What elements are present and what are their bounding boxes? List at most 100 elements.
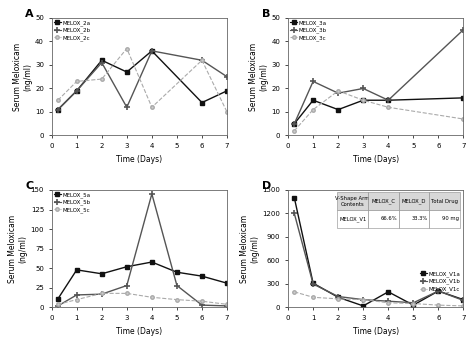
MELOX_3c xyxy=(461,117,466,121)
MELOX_3b xyxy=(360,86,366,90)
MELOX_2c xyxy=(149,105,155,109)
MELOX_5b xyxy=(149,192,155,196)
Line: MELOX_3c: MELOX_3c xyxy=(292,89,465,132)
MELOX_V1a xyxy=(410,303,416,307)
Text: D: D xyxy=(262,181,271,191)
MELOX_2c xyxy=(224,110,230,114)
MELOX_2b xyxy=(149,49,155,53)
MELOX_V1c xyxy=(335,297,341,301)
MELOX_V1a xyxy=(385,290,391,294)
Legend: MELOX_V1a, MELOX_V1b, MELOX_V1c: MELOX_V1a, MELOX_V1b, MELOX_V1c xyxy=(419,270,461,293)
MELOX_V1b xyxy=(410,301,416,305)
MELOX_5b xyxy=(55,304,61,308)
MELOX_5b xyxy=(74,293,80,297)
Legend: MELOX_3a, MELOX_3b, MELOX_3c: MELOX_3a, MELOX_3b, MELOX_3c xyxy=(290,20,327,41)
MELOX_2c xyxy=(55,98,61,102)
Line: MELOX_5a: MELOX_5a xyxy=(56,260,229,301)
X-axis label: Time (Days): Time (Days) xyxy=(353,327,399,336)
MELOX_2a xyxy=(149,49,155,53)
MELOX_3b xyxy=(385,98,391,102)
MELOX_V1c xyxy=(310,295,316,299)
MELOX_2c xyxy=(99,77,105,81)
Y-axis label: Serum Meloxicam
(ng/ml): Serum Meloxicam (ng/ml) xyxy=(13,43,32,111)
MELOX_3b xyxy=(292,122,297,126)
MELOX_V1a xyxy=(335,295,341,299)
MELOX_3b xyxy=(335,91,341,95)
MELOX_3c xyxy=(292,129,297,133)
Y-axis label: Serum Meloxicam
(ng/ml): Serum Meloxicam (ng/ml) xyxy=(240,215,260,283)
MELOX_V1c xyxy=(385,301,391,305)
MELOX_5b xyxy=(199,303,205,307)
MELOX_3a xyxy=(360,98,366,102)
MELOX_2b xyxy=(124,105,130,109)
Line: MELOX_2c: MELOX_2c xyxy=(56,47,229,114)
MELOX_5a xyxy=(55,297,61,301)
MELOX_2c xyxy=(124,46,130,51)
MELOX_2c xyxy=(199,58,205,62)
MELOX_5a xyxy=(174,270,180,274)
Line: MELOX_2a: MELOX_2a xyxy=(56,49,229,111)
Text: C: C xyxy=(25,181,34,191)
Legend: MELOX_5a, MELOX_5b, MELOX_5c: MELOX_5a, MELOX_5b, MELOX_5c xyxy=(53,192,91,213)
MELOX_5a xyxy=(224,281,230,285)
MELOX_V1b xyxy=(310,282,316,286)
MELOX_3b xyxy=(310,79,316,84)
MELOX_5b xyxy=(174,283,180,288)
Line: MELOX_3a: MELOX_3a xyxy=(292,96,465,126)
MELOX_V1a xyxy=(436,289,441,293)
MELOX_2a xyxy=(199,100,205,105)
MELOX_5a xyxy=(149,260,155,264)
MELOX_2b xyxy=(224,75,230,79)
MELOX_5c xyxy=(199,299,205,303)
Line: MELOX_5b: MELOX_5b xyxy=(55,191,230,309)
MELOX_V1b xyxy=(335,294,341,299)
MELOX_2c xyxy=(74,79,80,84)
MELOX_V1a xyxy=(360,304,366,308)
MELOX_V1b xyxy=(360,298,366,302)
MELOX_2b xyxy=(55,108,61,112)
MELOX_3c xyxy=(310,108,316,112)
MELOX_3a xyxy=(292,122,297,126)
Line: MELOX_V1b: MELOX_V1b xyxy=(291,210,466,306)
MELOX_V1c xyxy=(436,303,441,307)
MELOX_2a xyxy=(55,108,61,112)
MELOX_5c xyxy=(124,291,130,295)
MELOX_V1b xyxy=(385,299,391,303)
MELOX_3c xyxy=(385,105,391,109)
MELOX_3a xyxy=(461,96,466,100)
Y-axis label: Serum Meloxicam
(ng/ml): Serum Meloxicam (ng/ml) xyxy=(9,215,28,283)
MELOX_5b xyxy=(99,292,105,296)
MELOX_2a xyxy=(99,58,105,62)
Line: MELOX_2b: MELOX_2b xyxy=(55,48,230,113)
Line: MELOX_V1a: MELOX_V1a xyxy=(292,196,465,308)
MELOX_2a xyxy=(124,70,130,74)
MELOX_5a xyxy=(74,268,80,272)
MELOX_5a xyxy=(199,274,205,278)
Line: MELOX_3b: MELOX_3b xyxy=(291,26,466,127)
MELOX_5b xyxy=(124,283,130,288)
MELOX_3a xyxy=(310,98,316,102)
MELOX_5c xyxy=(74,298,80,302)
MELOX_3a xyxy=(385,98,391,102)
MELOX_V1a xyxy=(292,196,297,200)
MELOX_3c xyxy=(335,89,341,93)
MELOX_5c xyxy=(149,295,155,299)
MELOX_V1a xyxy=(461,298,466,302)
Line: MELOX_5c: MELOX_5c xyxy=(56,292,229,306)
MELOX_5c xyxy=(55,302,61,307)
MELOX_3a xyxy=(335,108,341,112)
Y-axis label: Serum Meloxicam
(ng/ml): Serum Meloxicam (ng/ml) xyxy=(249,43,269,111)
MELOX_V1c xyxy=(410,301,416,305)
MELOX_V1c xyxy=(461,304,466,308)
MELOX_5b xyxy=(224,304,230,308)
MELOX_5c xyxy=(174,298,180,302)
Legend: MELOX_2a, MELOX_2b, MELOX_2c: MELOX_2a, MELOX_2b, MELOX_2c xyxy=(53,20,91,41)
Text: B: B xyxy=(262,9,270,19)
MELOX_5a xyxy=(124,265,130,269)
MELOX_2b xyxy=(99,61,105,65)
MELOX_3b xyxy=(461,28,466,32)
MELOX_V1a xyxy=(310,281,316,285)
MELOX_2b xyxy=(199,58,205,62)
MELOX_5a xyxy=(99,272,105,276)
X-axis label: Time (Days): Time (Days) xyxy=(116,155,163,164)
